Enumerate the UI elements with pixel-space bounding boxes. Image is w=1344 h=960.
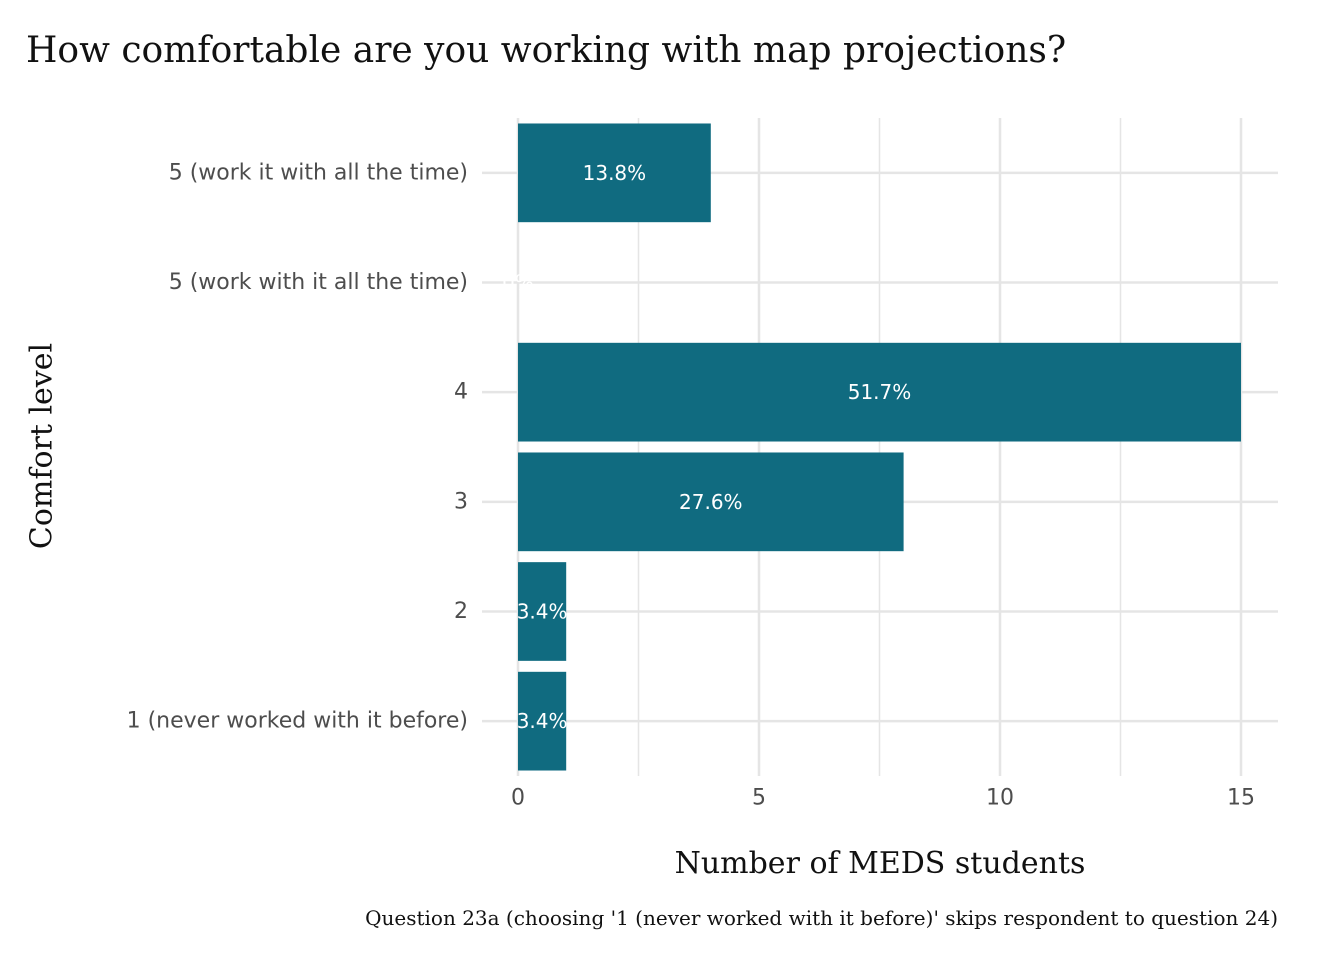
chart-caption: Question 23a (choosing '1 (never worked … [365,906,1278,930]
y-tick-label: 3 [454,489,468,514]
x-tick-label: 5 [752,786,766,811]
x-tick-label: 15 [1227,786,1255,811]
y-tick-label: 1 (never worked with it before) [127,709,468,734]
chart-title: How comfortable are you working with map… [26,30,1067,71]
y-tick-label: 5 (work it with all the time) [169,160,468,185]
y-tick-label: 5 (work with it all the time) [169,270,468,295]
bar-label: 27.6% [679,490,743,514]
bar [518,342,1241,442]
bar-label: 0% [502,271,534,295]
bar-label: 3.4% [517,709,568,733]
bar-label: 3.4% [517,600,568,624]
bar [518,123,711,223]
bar [518,452,904,552]
bar-label: 51.7% [848,380,912,404]
bar [518,671,567,771]
x-tick-label: 0 [511,786,525,811]
bar [518,562,567,661]
x-tick-label: 10 [986,786,1014,811]
y-tick-label: 2 [454,599,468,624]
bar-label: 13.8% [583,161,647,185]
x-axis-title: Number of MEDS students [674,846,1086,881]
y-tick-label: 4 [454,380,468,405]
